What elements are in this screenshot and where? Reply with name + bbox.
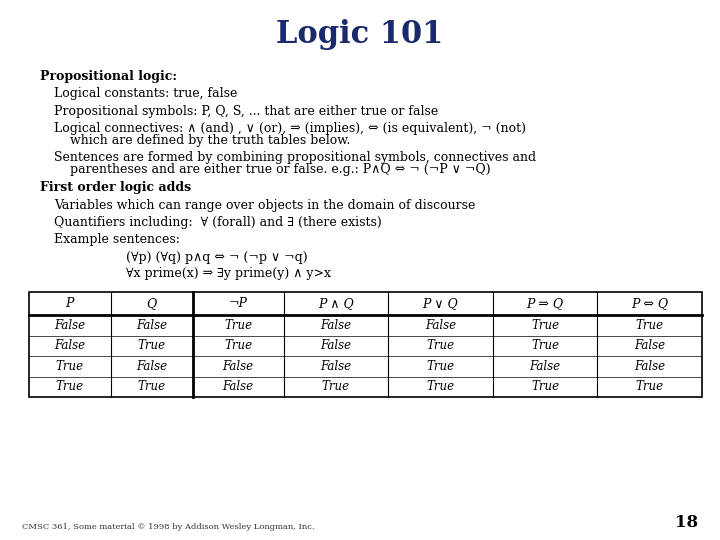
Text: P ∨ Q: P ∨ Q bbox=[423, 297, 459, 310]
Text: False: False bbox=[54, 340, 85, 353]
Text: True: True bbox=[426, 380, 454, 393]
Text: False: False bbox=[529, 360, 561, 373]
Text: False: False bbox=[54, 319, 85, 332]
Text: False: False bbox=[320, 319, 351, 332]
Text: 18: 18 bbox=[675, 515, 698, 531]
Text: True: True bbox=[636, 319, 664, 332]
Text: Example sentences:: Example sentences: bbox=[54, 233, 180, 246]
Text: Logical constants: true, false: Logical constants: true, false bbox=[54, 87, 238, 100]
Text: True: True bbox=[426, 360, 454, 373]
Text: First order logic adds: First order logic adds bbox=[40, 181, 191, 194]
Text: ¬P: ¬P bbox=[229, 297, 248, 310]
Text: True: True bbox=[322, 380, 350, 393]
Text: True: True bbox=[636, 380, 664, 393]
Text: True: True bbox=[138, 380, 166, 393]
Text: Sentences are formed by combining propositional symbols, connectives and: Sentences are formed by combining propos… bbox=[54, 151, 536, 164]
Text: CMSC 361, Some material © 1998 by Addison Wesley Longman, Inc.: CMSC 361, Some material © 1998 by Addiso… bbox=[22, 523, 314, 531]
Text: ∀x prime(x) ⇒ ∃y prime(y) ∧ y>x: ∀x prime(x) ⇒ ∃y prime(y) ∧ y>x bbox=[126, 267, 331, 280]
Text: Variables which can range over objects in the domain of discourse: Variables which can range over objects i… bbox=[54, 199, 475, 212]
Text: (∀p) (∀q) p∧q ⇔ ¬ (¬p ∨ ¬q): (∀p) (∀q) p∧q ⇔ ¬ (¬p ∨ ¬q) bbox=[126, 251, 307, 264]
Text: False: False bbox=[320, 340, 351, 353]
Text: Logical connectives: ∧ (and) , ∨ (or), ⇒ (implies), ⇔ (is equivalent), ¬ (not): Logical connectives: ∧ (and) , ∨ (or), ⇒… bbox=[54, 122, 526, 135]
Text: False: False bbox=[136, 319, 167, 332]
Text: which are defined by the truth tables below.: which are defined by the truth tables be… bbox=[54, 134, 351, 147]
Text: True: True bbox=[224, 340, 252, 353]
Text: False: False bbox=[222, 360, 253, 373]
Text: False: False bbox=[634, 360, 665, 373]
Text: False: False bbox=[634, 340, 665, 353]
Text: Quantifiers including:  ∀ (forall) and ∃ (there exists): Quantifiers including: ∀ (forall) and ∃ … bbox=[54, 216, 382, 229]
Text: Propositional logic:: Propositional logic: bbox=[40, 70, 176, 83]
Text: P ⇔ Q: P ⇔ Q bbox=[631, 297, 668, 310]
Text: False: False bbox=[320, 360, 351, 373]
Text: True: True bbox=[138, 340, 166, 353]
Text: P ∧ Q: P ∧ Q bbox=[318, 297, 354, 310]
Text: P ⇒ Q: P ⇒ Q bbox=[526, 297, 564, 310]
Text: True: True bbox=[531, 340, 559, 353]
Text: True: True bbox=[531, 380, 559, 393]
Text: Q: Q bbox=[146, 297, 157, 310]
Text: True: True bbox=[426, 340, 454, 353]
Text: P: P bbox=[66, 297, 74, 310]
Text: True: True bbox=[55, 380, 84, 393]
Text: parentheses and are either true or false. e.g.: P∧Q ⇔ ¬ (¬P ∨ ¬Q): parentheses and are either true or false… bbox=[54, 163, 490, 176]
Text: True: True bbox=[531, 319, 559, 332]
Text: False: False bbox=[425, 319, 456, 332]
Text: False: False bbox=[136, 360, 167, 373]
Text: True: True bbox=[55, 360, 84, 373]
Text: Propositional symbols: P, Q, S, ... that are either true or false: Propositional symbols: P, Q, S, ... that… bbox=[54, 105, 438, 118]
Text: True: True bbox=[224, 319, 252, 332]
Text: Logic 101: Logic 101 bbox=[276, 19, 444, 50]
Bar bbox=[29, 292, 702, 397]
Text: False: False bbox=[222, 380, 253, 393]
